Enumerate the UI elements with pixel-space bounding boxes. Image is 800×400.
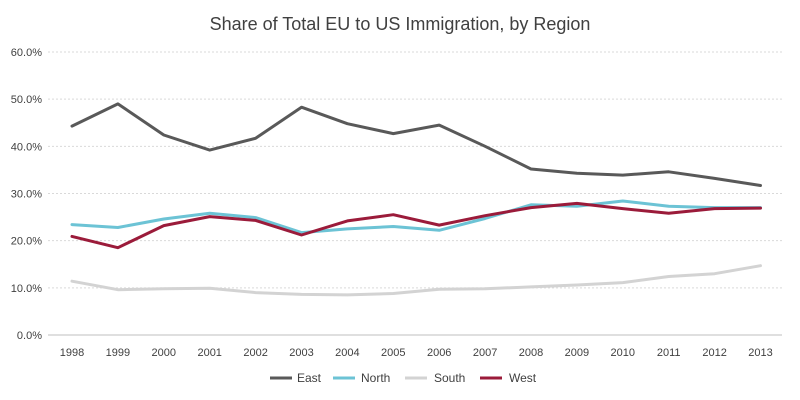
y-tick-label: 50.0% <box>11 94 42 106</box>
series-line-south <box>70 264 762 297</box>
x-tick-label: 1999 <box>106 347 130 359</box>
series-line-west <box>70 201 762 250</box>
x-tick-label: 2011 <box>657 347 681 359</box>
legend-item-east: East <box>270 371 322 385</box>
legend-label: East <box>297 371 322 385</box>
y-axis-ticks: 0.0% 10.0% 20.0% 30.0% 40.0% 50.0% 60.0% <box>11 47 42 342</box>
x-tick-label: 1998 <box>60 347 84 359</box>
legend-label: North <box>361 371 390 385</box>
x-tick-label: 2001 <box>197 347 221 359</box>
x-tick-label: 2007 <box>473 347 497 359</box>
y-tick-label: 60.0% <box>11 47 42 59</box>
y-tick-label: 40.0% <box>11 141 42 153</box>
x-tick-label: 2003 <box>289 347 313 359</box>
x-tick-label: 2010 <box>611 347 635 359</box>
series-line-east <box>70 102 762 187</box>
legend-item-north: North <box>333 371 390 385</box>
x-tick-label: 2008 <box>519 347 543 359</box>
y-tick-label: 20.0% <box>11 236 42 248</box>
x-tick-label: 2005 <box>381 347 405 359</box>
series-line-north <box>70 199 762 235</box>
legend-label: West <box>509 371 537 385</box>
x-tick-label: 2002 <box>243 347 267 359</box>
y-tick-label: 30.0% <box>11 189 42 201</box>
x-axis-ticks: 1998 1999 2000 2001 2002 2003 2004 2005 2006 2007… <box>60 347 773 359</box>
x-tick-label: 2004 <box>335 347 359 359</box>
x-tick-label: 2006 <box>427 347 451 359</box>
y-tick-label: 10.0% <box>11 283 42 295</box>
x-tick-label: 2012 <box>702 347 726 359</box>
grid-lines <box>48 51 782 336</box>
y-tick-label: 0.0% <box>17 330 42 342</box>
legend-item-west: West <box>480 371 537 385</box>
legend: East North South West <box>270 371 537 385</box>
legend-label: South <box>434 371 465 385</box>
chart-title: Share of Total EU to US Immigration, by … <box>210 14 591 34</box>
x-tick-label: 2013 <box>748 347 772 359</box>
series-lines <box>70 102 762 297</box>
x-tick-label: 2000 <box>152 347 176 359</box>
legend-item-south: South <box>405 371 465 385</box>
x-tick-label: 2009 <box>565 347 589 359</box>
